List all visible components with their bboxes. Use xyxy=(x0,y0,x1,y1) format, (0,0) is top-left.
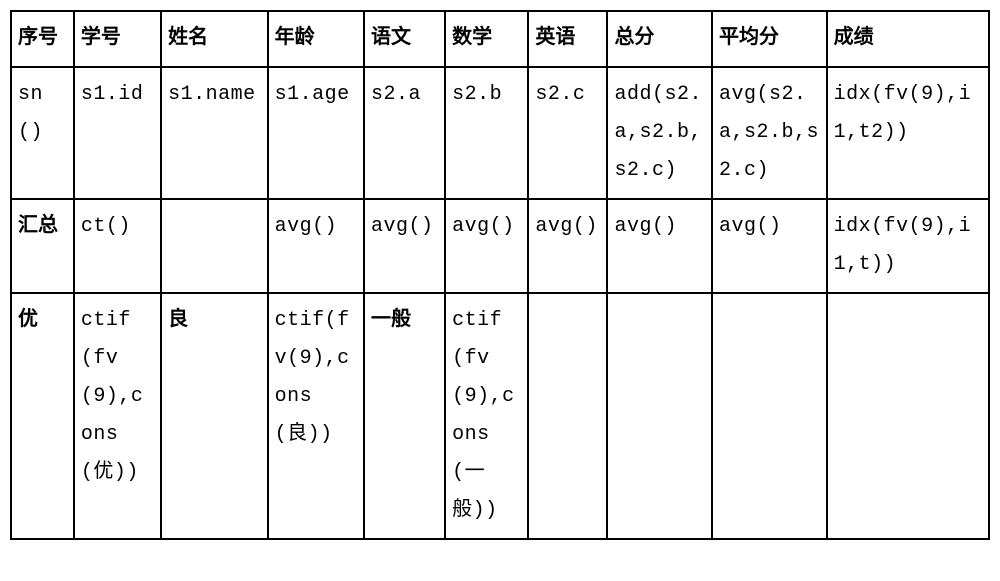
cell: ctif(fv(9),cons(一般)) xyxy=(445,293,528,539)
cell: avg() xyxy=(528,199,607,293)
cell: add(s2.a,s2.b,s2.c) xyxy=(607,67,711,199)
cell: sn() xyxy=(11,67,74,199)
cell: ctif(fv(9),cons(良)) xyxy=(268,293,364,539)
cell: s2.a xyxy=(364,67,445,199)
table-row: 汇总 ct() avg() avg() avg() avg() avg() av… xyxy=(11,199,989,293)
cell: 优 xyxy=(11,293,74,539)
table-header-row: 序号 学号 姓名 年龄 语文 数学 英语 总分 平均分 成绩 xyxy=(11,11,989,67)
table-row: 优 ctif(fv(9),cons(优)) 良 ctif(fv(9),cons(… xyxy=(11,293,989,539)
cell: avg(s2.a,s2.b,s2.c) xyxy=(712,67,827,199)
cell: avg() xyxy=(712,199,827,293)
cell: avg() xyxy=(607,199,711,293)
cell: s2.c xyxy=(528,67,607,199)
col-header: 学号 xyxy=(74,11,161,67)
cell: avg() xyxy=(364,199,445,293)
cell: s1.id xyxy=(74,67,161,199)
cell xyxy=(827,293,989,539)
col-header: 数学 xyxy=(445,11,528,67)
table-body: sn() s1.id s1.name s1.age s2.a s2.b s2.c… xyxy=(11,67,989,539)
cell: ctif(fv(9),cons(优)) xyxy=(74,293,161,539)
cell xyxy=(528,293,607,539)
col-header: 序号 xyxy=(11,11,74,67)
col-header: 英语 xyxy=(528,11,607,67)
table-row: sn() s1.id s1.name s1.age s2.a s2.b s2.c… xyxy=(11,67,989,199)
cell xyxy=(712,293,827,539)
col-header: 姓名 xyxy=(161,11,268,67)
cell xyxy=(607,293,711,539)
cell: s2.b xyxy=(445,67,528,199)
cell: 汇总 xyxy=(11,199,74,293)
col-header: 年龄 xyxy=(268,11,364,67)
cell xyxy=(161,199,268,293)
cell: idx(fv(9),i1,t2)) xyxy=(827,67,989,199)
col-header: 总分 xyxy=(607,11,711,67)
cell: avg() xyxy=(445,199,528,293)
data-table: 序号 学号 姓名 年龄 语文 数学 英语 总分 平均分 成绩 sn() s1.i… xyxy=(10,10,990,540)
cell: s1.name xyxy=(161,67,268,199)
col-header: 语文 xyxy=(364,11,445,67)
cell: 一般 xyxy=(364,293,445,539)
cell: ct() xyxy=(74,199,161,293)
cell: 良 xyxy=(161,293,268,539)
cell: s1.age xyxy=(268,67,364,199)
col-header: 成绩 xyxy=(827,11,989,67)
cell: avg() xyxy=(268,199,364,293)
col-header: 平均分 xyxy=(712,11,827,67)
cell: idx(fv(9),i1,t)) xyxy=(827,199,989,293)
